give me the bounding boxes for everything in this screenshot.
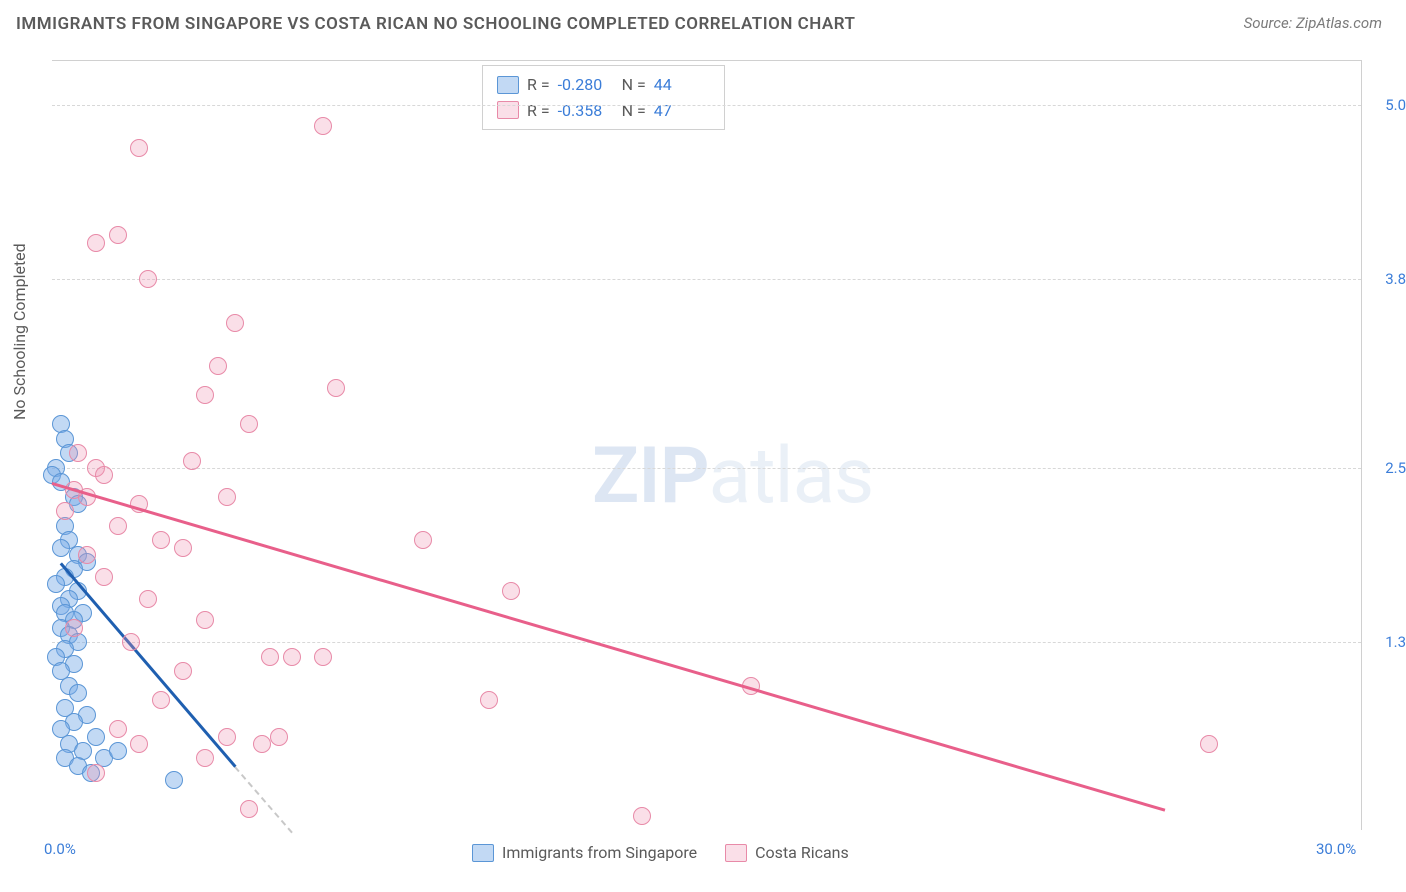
- stats-row-singapore: R = -0.280 N = 44: [497, 72, 710, 98]
- data-point: [283, 648, 301, 666]
- data-point: [152, 531, 170, 549]
- data-point: [69, 684, 87, 702]
- gridline: [52, 105, 1361, 106]
- data-point: [109, 720, 127, 738]
- data-point: [1200, 735, 1218, 753]
- swatch-blue-icon: [472, 844, 494, 862]
- stats-row-costaricans: R = -0.358 N = 47: [497, 98, 710, 124]
- data-point: [226, 314, 244, 332]
- data-point: [139, 270, 157, 288]
- scatter-plot-area: ZIPatlas R = -0.280 N = 44 R = -0.358 N …: [52, 60, 1362, 830]
- trend-line-dashed: [235, 766, 293, 833]
- swatch-pink-icon: [725, 844, 747, 862]
- swatch-blue-icon: [497, 76, 519, 94]
- correlation-stats-box: R = -0.280 N = 44 R = -0.358 N = 47: [482, 65, 725, 130]
- data-point: [253, 735, 271, 753]
- data-point: [480, 691, 498, 709]
- gridline: [52, 642, 1361, 643]
- data-point: [95, 568, 113, 586]
- data-point: [122, 633, 140, 651]
- data-point: [130, 139, 148, 157]
- bottom-legend: Immigrants from Singapore Costa Ricans: [472, 843, 849, 862]
- trend-line: [52, 482, 1166, 811]
- data-point: [87, 234, 105, 252]
- data-point: [314, 648, 332, 666]
- data-point: [270, 728, 288, 746]
- gridline: [52, 279, 1361, 280]
- data-point: [78, 546, 96, 564]
- data-point: [327, 379, 345, 397]
- data-point: [109, 226, 127, 244]
- data-point: [52, 539, 70, 557]
- chart-title: IMMIGRANTS FROM SINGAPORE VS COSTA RICAN…: [16, 14, 855, 34]
- data-point: [196, 611, 214, 629]
- data-point: [183, 452, 201, 470]
- watermark: ZIPatlas: [592, 431, 873, 522]
- data-point: [165, 771, 183, 789]
- data-point: [209, 357, 227, 375]
- x-tick-label: 0.0%: [44, 840, 76, 858]
- data-point: [87, 728, 105, 746]
- data-point: [502, 582, 520, 600]
- data-point: [218, 488, 236, 506]
- data-point: [69, 444, 87, 462]
- data-point: [109, 742, 127, 760]
- data-point: [196, 749, 214, 767]
- legend-item-costaricans: Costa Ricans: [725, 843, 849, 862]
- data-point: [240, 800, 258, 818]
- data-point: [87, 764, 105, 782]
- data-point: [240, 415, 258, 433]
- data-point: [314, 117, 332, 135]
- data-point: [174, 539, 192, 557]
- data-point: [130, 735, 148, 753]
- x-tick-label: 30.0%: [1316, 840, 1356, 858]
- y-axis-label: No Schooling Completed: [10, 243, 29, 420]
- data-point: [65, 619, 83, 637]
- data-point: [174, 662, 192, 680]
- gridline: [52, 468, 1361, 469]
- data-point: [56, 502, 74, 520]
- data-point: [633, 807, 651, 825]
- data-point: [47, 575, 65, 593]
- y-tick-label: 5.0%: [1369, 96, 1406, 114]
- data-point: [261, 648, 279, 666]
- data-point: [95, 466, 113, 484]
- data-point: [139, 590, 157, 608]
- y-tick-label: 2.5%: [1369, 459, 1406, 477]
- y-tick-label: 1.3%: [1369, 633, 1406, 651]
- data-point: [218, 728, 236, 746]
- data-point: [152, 691, 170, 709]
- data-point: [196, 386, 214, 404]
- legend-item-singapore: Immigrants from Singapore: [472, 843, 697, 862]
- data-point: [109, 517, 127, 535]
- chart-source: Source: ZipAtlas.com: [1244, 14, 1382, 32]
- data-point: [414, 531, 432, 549]
- y-tick-label: 3.8%: [1369, 270, 1406, 288]
